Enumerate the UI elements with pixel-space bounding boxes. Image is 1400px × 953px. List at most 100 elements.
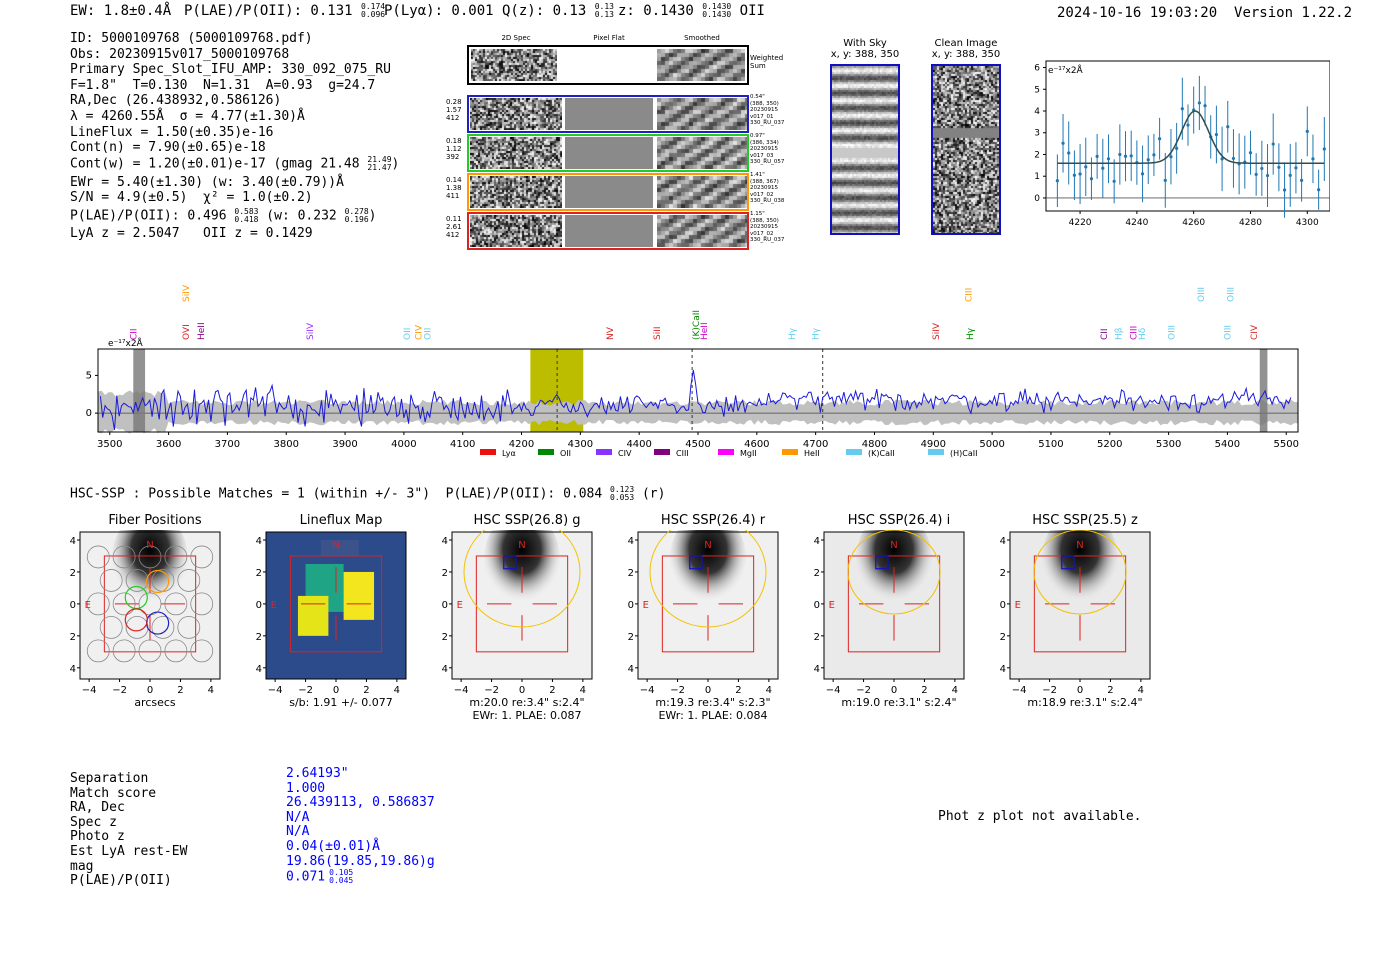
header-plae: P(LAE)/P(OII): 0.131 0.174 0.096 [184,2,386,20]
match-value: 19.86(19.85,19.86)g [286,853,435,870]
fiber-stat: 1.38 [446,184,462,192]
highlighted-fiber [146,569,170,594]
spectral-line-label: (K)CaII [692,310,702,340]
fit-point [1140,172,1145,176]
spec-ytick-label: 5 [86,370,92,381]
info-contn: Cont(n) = 7.90(±0.65)e-18 [70,140,266,156]
spectral-line-label: Hγ [788,327,798,340]
info-radec: RA,Dec (26.438932,0.586126) [70,93,282,109]
spectrum-line [99,369,1292,430]
fit-point [1106,157,1111,161]
match-value-text: 0.071 [286,869,326,885]
match-value-text: 2.64193" [286,766,349,781]
fit-point [1288,173,1292,177]
cutout-xtick-label: −4 [1012,685,1027,696]
cutout-xtick-label: 2 [363,685,369,696]
spectral-line-label: OVI [182,324,192,340]
fiber-smoothed-image [657,137,747,169]
cutout-ytick-label: 2 [70,568,76,579]
match-value-text: 19.86(19.85,19.86)g [286,853,435,869]
fiber-circle [164,639,188,663]
clean-image [931,64,1001,235]
match-value: 0.04(±0.01)Å [286,839,435,855]
match-value: 2.64193" [286,766,435,782]
spectral-line-label: Hβ [1115,327,1125,340]
hsc-title: HSC-SSP : Possible Matches = 1 (within +… [70,485,666,502]
cutout-xtick-label: −2 [856,685,871,696]
fiber-smoothed-image [657,215,747,247]
emission-line-fit-plot: e⁻¹⁷x2Å 6 5 4 3 2 1 0 4220 4240 4260 4280 4300 [1034,60,1330,228]
cutout-caption-line: arcsecs [134,696,176,709]
match-value-text: 26.439113, 0.586837 [286,795,435,811]
north-label: N [332,540,339,551]
fit-point [1231,156,1236,161]
fit-point [1277,165,1281,169]
fiber-info-line: 20230915 [750,107,778,114]
highlighted-fiber [124,608,148,632]
fit-point [1055,179,1059,183]
fit-point [1129,154,1133,158]
north-label: N [146,540,153,551]
fiber-circle [190,545,214,569]
fit-point [1260,166,1264,171]
cutout-xtick-label: 2 [921,685,927,696]
spectrum-yticks: 50 [86,370,98,419]
fit-point [1305,129,1309,133]
cutout-ytick-label: 0 [70,600,76,611]
cutout-xtick-label: 4 [1138,685,1144,696]
aperture-ellipse [649,530,767,628]
cutout-caption: m:19.0 re:3.1" s:2.4" [819,696,979,709]
match-value: 1.000 [286,781,435,797]
fiber-info-line: v017_02 [750,191,774,198]
spec-xtick-label: 3900 [332,439,357,450]
fit-point [1254,172,1258,177]
masked-region [1259,349,1268,432]
cutout-caption-line: m:19.3 re:3.4" s:2.3" [655,696,771,709]
spec-xtick-label: 4800 [862,439,887,450]
match-labels: Separation Match score RA, Dec Spec z Photo … [70,771,187,889]
spectrum-unit: e⁻¹⁷x2Å [108,337,144,349]
fit-point [1101,166,1105,170]
cutout-ytick-label: 4 [1000,536,1006,547]
spec-xtick-label: 4100 [450,439,475,450]
spectral-line-label: HeII [700,322,710,340]
fiber-2d-image [470,137,562,169]
cutout-image: N E −4 −2 0 2 4 4 2 0 −2 −4 [814,530,965,696]
match-label: RA, Dec [70,800,125,816]
fiber-info-line: (388, 350) [750,100,779,107]
spectral-line-label: OIII [1168,325,1178,340]
fit-point [1084,165,1088,169]
fit-point [1163,178,1167,182]
fiber-circle [112,545,136,569]
legend-label: HeII [804,449,820,458]
fit-plot-unit: e⁻¹⁷x2Å [1048,64,1084,76]
spec-xtick-label: 5400 [1215,439,1240,450]
match-marker [503,555,517,570]
fiber-info-line: 20230915 [750,146,778,153]
info-sn: S/N = 4.9(±0.5) χ² = 1.0(±0.2) [70,190,313,206]
spec-xtick-label: 3800 [274,439,299,450]
fiber-circle [164,592,188,616]
match-marker [689,555,703,570]
fiber-info-line: 330_RU_057 [750,159,785,166]
spectral-line-label: SiIV [182,284,192,302]
match-label: Separation [70,771,149,786]
cutout-caption: m:18.9 re:3.1" s:2.4" [1005,696,1165,709]
cutout-xtick-label: 2 [177,685,183,696]
fit-point [1220,157,1224,161]
north-label: N [704,540,711,551]
fit-point [1072,173,1076,177]
fiber-right-info: 1.41" (388, 367) 20230915 v017_02 330_RU_038 [750,172,794,205]
smoothed-col-title: Smoothed [684,34,720,42]
masked-region [133,349,146,432]
cutout-xtick-label: 0 [333,685,339,696]
cutout-caption-line: m:20.0 re:3.4" s:2.4" [469,696,585,709]
fiber-info-line: v017_03 [750,152,774,159]
cutout-xtick-label: −4 [640,685,655,696]
match-plae-hi: 0.105 [329,868,354,878]
fiber-pixelflat-image [565,215,653,247]
fiber-info-line: 0.97" [750,133,765,139]
weighted-sum-row [467,45,749,85]
search-box [103,555,197,653]
fiber-circle [125,569,149,592]
